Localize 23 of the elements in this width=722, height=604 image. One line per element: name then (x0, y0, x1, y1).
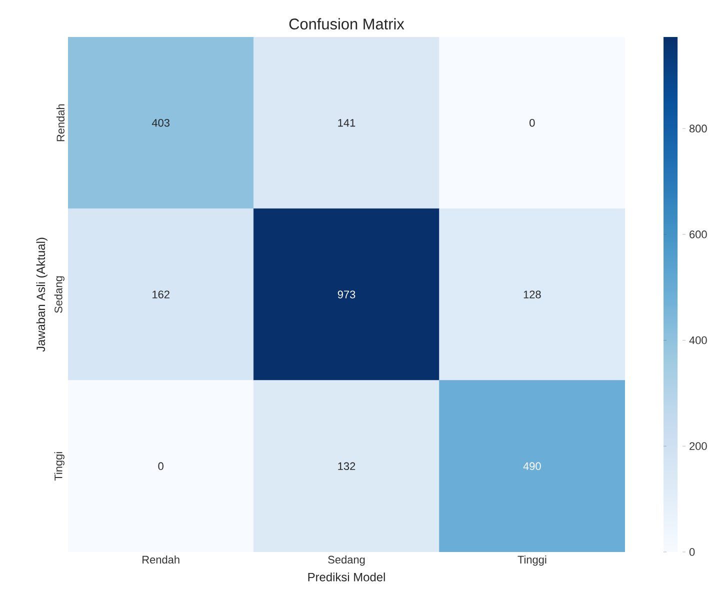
x-tick-label: Sedang (328, 556, 365, 566)
x-axis-title: Prediksi Model (308, 572, 385, 582)
data-label: 973 (338, 290, 356, 298)
color-bar-label: 0 (689, 548, 695, 556)
data-label: 403 (152, 118, 170, 127)
data-label: 490 (523, 462, 541, 470)
color-bar-label: 600 (690, 230, 707, 238)
y-tick-label: Rendah (56, 104, 64, 142)
color-bar-label: 200 (690, 442, 707, 450)
data-label: 128 (524, 290, 541, 298)
data-label: 0 (158, 462, 164, 470)
data-label: 132 (338, 462, 356, 470)
chart-title: Confusion Matrix (289, 18, 404, 30)
x-tick-label: Tinggi (518, 556, 546, 566)
x-tick-label: Rendah (142, 556, 180, 564)
color-bar-label: 400 (689, 336, 707, 344)
color-bar-label: 800 (690, 124, 707, 132)
data-label: 162 (152, 290, 170, 298)
y-tick-label: Sedang (54, 276, 64, 313)
data-label: 141 (338, 119, 356, 127)
y-axis-title: Jawaban Asli (Aktual) (36, 238, 48, 352)
data-label: 0 (530, 118, 535, 127)
y-tick-label: Tinggi (54, 452, 64, 481)
